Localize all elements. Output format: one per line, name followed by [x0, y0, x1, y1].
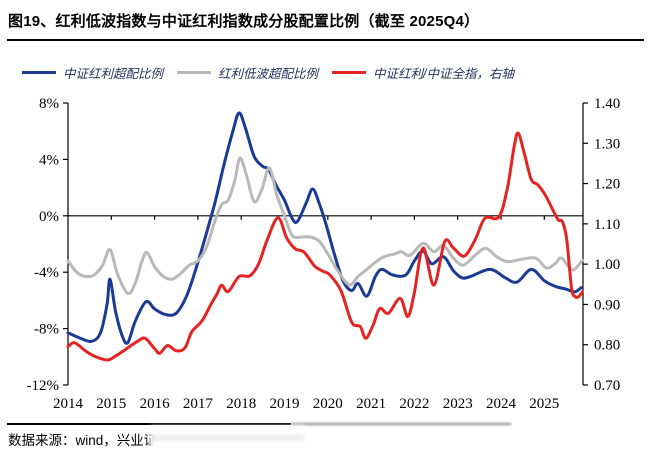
- legend-line-swatch-red: [332, 70, 367, 74]
- right-axis-tick-label: 0.80: [594, 338, 620, 354]
- x-axis-year-label: 2018: [226, 396, 256, 412]
- legend-entry-lowvol-dividend: 红利低波超配比例: [177, 63, 318, 82]
- series-line-lowvol-dividend-overweight: [66, 156, 584, 296]
- left-axis-tick-label: -8%: [34, 322, 59, 338]
- chart-legend: 中证红利超配比例 红利低波超配比例 中证红利/中证全指，右轴: [22, 62, 642, 82]
- x-axis-year-label: 2016: [140, 396, 171, 412]
- legend-entry-csi-dividend: 中证红利超配比例: [22, 63, 163, 82]
- left-axis-tick-label: -4%: [34, 265, 59, 281]
- right-axis-tick-label: 0.90: [594, 297, 620, 313]
- x-axis-year-label: 2019: [270, 396, 300, 412]
- right-axis-tick-label: 1.40: [594, 96, 620, 112]
- right-axis-tick-label: 0.70: [594, 378, 620, 394]
- x-axis-year-label: 2020: [313, 396, 343, 412]
- figure-title: 图19、红利低波指数与中证红利指数成分股配置比例（截至 2025Q4）: [8, 13, 480, 30]
- legend-entry-ratio-right-axis: 中证红利/中证全指，右轴: [332, 63, 514, 82]
- right-axis-tick-label: 1.00: [594, 257, 620, 273]
- left-axis-tick-label: 0%: [39, 209, 59, 225]
- legend-line-swatch-blue: [22, 70, 56, 74]
- right-axis-tick-label: 1.30: [594, 136, 620, 152]
- x-axis-year-label: 2023: [443, 396, 473, 412]
- x-axis-year-label: 2024: [486, 396, 517, 412]
- legend-label: 中证红利超配比例: [63, 66, 164, 81]
- left-axis-tick-label: -12%: [27, 378, 60, 394]
- legend-label: 中证红利/中证全指，右轴: [373, 66, 515, 81]
- x-axis-year-label: 2015: [96, 396, 126, 412]
- redaction-blur-patch: [150, 426, 305, 451]
- footer-rule: [7, 423, 291, 425]
- series-line-csi-dividend-overweight: [66, 111, 583, 345]
- legend-label: 红利低波超配比例: [218, 66, 319, 81]
- series-line-csi-dividend-ratio: [66, 131, 584, 362]
- title-underline: [7, 39, 644, 41]
- x-axis-year-label: 2025: [529, 396, 559, 412]
- left-axis-tick-label: 4%: [39, 152, 59, 168]
- right-axis-tick-label: 1.10: [594, 217, 620, 233]
- x-axis-year-label: 2021: [356, 396, 386, 412]
- legend-line-swatch-gray: [177, 70, 212, 74]
- left-axis-tick-label: 8%: [39, 96, 59, 112]
- x-axis-year-label: 2017: [183, 396, 214, 412]
- right-axis-tick-label: 1.20: [594, 177, 620, 193]
- x-axis-year-label: 2014: [53, 396, 84, 412]
- x-axis-year-label: 2022: [399, 396, 429, 412]
- footer-rule-blurred: [291, 423, 511, 425]
- data-source-text: 数据来源：wind，兴业证: [8, 433, 158, 448]
